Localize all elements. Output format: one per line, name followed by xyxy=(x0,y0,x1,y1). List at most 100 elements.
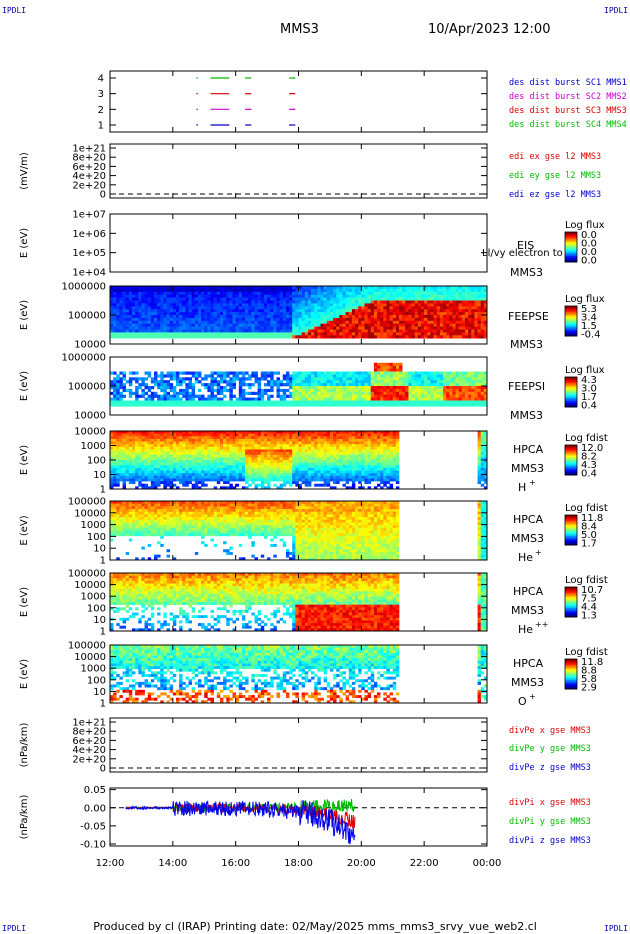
feepse-cell xyxy=(364,323,368,327)
hpca_h-cell xyxy=(150,454,155,458)
feepsi-cell xyxy=(160,386,164,390)
hpca_h-cell xyxy=(267,446,271,450)
feepsi-cell xyxy=(373,391,378,395)
hpca_h-cell xyxy=(110,481,114,485)
feepsi-cell xyxy=(455,397,460,401)
feepsi-cell xyxy=(223,386,227,390)
feepse-cell xyxy=(201,294,205,298)
feepse-cell xyxy=(311,288,315,293)
feepse-cell xyxy=(380,320,384,324)
feepse-cell xyxy=(276,312,280,316)
hpca_h-cell xyxy=(172,470,177,474)
feepse-cell xyxy=(389,309,394,313)
feepse-cell xyxy=(289,329,293,333)
hpca_h-cell xyxy=(245,465,249,469)
feepse-cell xyxy=(157,300,161,304)
feepsi-cell xyxy=(458,383,463,387)
feepse-cell xyxy=(248,329,252,333)
feepsi-cell xyxy=(389,386,394,390)
feepsi-cell xyxy=(483,391,488,395)
feepse-ylabel: E (eV) xyxy=(19,300,30,330)
feepse-cell xyxy=(125,317,130,322)
feepsi-cell xyxy=(226,400,230,404)
hpca_h-cell xyxy=(179,481,183,485)
feepse-cell xyxy=(175,317,180,322)
feepsi-cell xyxy=(377,362,381,366)
feepsi-cell xyxy=(131,403,136,407)
feepsi-cell xyxy=(399,400,403,404)
feepsi-cell xyxy=(336,374,340,378)
feepse-cell xyxy=(238,286,243,290)
feepse-cell xyxy=(436,329,441,333)
feepsi-cell xyxy=(408,383,412,387)
feepse-cell xyxy=(223,332,227,336)
feepse-cell xyxy=(223,335,227,339)
feepse-cell xyxy=(147,332,152,336)
hpca_h-cell xyxy=(298,478,302,482)
feepsi-cell xyxy=(461,374,466,378)
feepse-cell xyxy=(241,291,246,295)
hpca_h-cell xyxy=(232,452,236,456)
hpca_h-cell xyxy=(301,446,306,450)
feepse-cell xyxy=(279,303,284,307)
feepse-cell xyxy=(113,326,117,330)
feepsi-cell xyxy=(289,403,293,407)
feepsi-cell xyxy=(351,377,356,381)
feepsi-cell xyxy=(427,394,431,398)
feepsi-cell xyxy=(367,377,372,381)
feepsi-cell xyxy=(245,403,249,407)
feepse-cell xyxy=(226,329,230,333)
feepsi-cell xyxy=(461,388,466,393)
feepsi-cell xyxy=(144,397,148,401)
feepsi-cell xyxy=(201,400,205,404)
feepse-cell xyxy=(320,286,324,290)
feepse-cell xyxy=(439,315,444,319)
feepsi-cell xyxy=(471,397,475,401)
feepsi-cell xyxy=(194,377,199,381)
hpca_h-cell xyxy=(201,454,205,458)
feepse-cell xyxy=(314,297,318,301)
hpca_h-cell xyxy=(267,441,271,445)
feepsi-cell xyxy=(480,388,485,393)
hpca_h-cell xyxy=(191,486,196,490)
feepsi-cell xyxy=(153,383,158,387)
feepse-cell xyxy=(141,315,145,319)
feepsi-cell xyxy=(185,383,189,387)
feepse-cell xyxy=(194,309,199,313)
feepse-cell xyxy=(383,297,387,301)
feepse-cell xyxy=(251,291,255,295)
feepse-cell xyxy=(380,329,384,333)
feepse-cell xyxy=(153,323,158,327)
feepse-cell xyxy=(411,300,416,304)
hpca_h-cell xyxy=(185,470,189,474)
feepse-cell xyxy=(194,303,199,307)
feepse-cell xyxy=(276,323,280,327)
feepse-cell xyxy=(147,286,152,290)
burst-frame xyxy=(109,70,488,133)
hpca_h-cell xyxy=(179,441,183,445)
hpca_h-cell xyxy=(188,441,192,445)
feepse-cell xyxy=(125,315,130,319)
feepse-cell xyxy=(238,291,243,295)
hpca_h-cell xyxy=(241,462,246,466)
feepsi-cell xyxy=(289,394,293,398)
feepse-cell xyxy=(455,288,460,293)
hpca_h-cell xyxy=(166,441,170,445)
hpca_h-cell xyxy=(119,462,123,466)
hpca_h-cell xyxy=(204,460,208,463)
hpca_h-cell xyxy=(285,438,290,442)
hpca_h-cell xyxy=(141,457,145,461)
feepse-cbar-cell xyxy=(565,328,577,331)
feepse-cell xyxy=(204,294,208,298)
hpca_h-cell xyxy=(119,475,123,479)
feepsi-cell xyxy=(474,394,478,398)
feepsi-cell xyxy=(232,377,236,381)
feepse-cell xyxy=(204,320,208,324)
feepsi-cell xyxy=(273,371,277,375)
feepse-cell xyxy=(430,312,434,316)
feepse-cell xyxy=(292,312,296,316)
hpca_h-cell xyxy=(213,431,218,434)
hpca_h-cell xyxy=(273,454,277,458)
feepse-cell xyxy=(113,288,117,293)
hpca_h-cell xyxy=(163,467,167,471)
